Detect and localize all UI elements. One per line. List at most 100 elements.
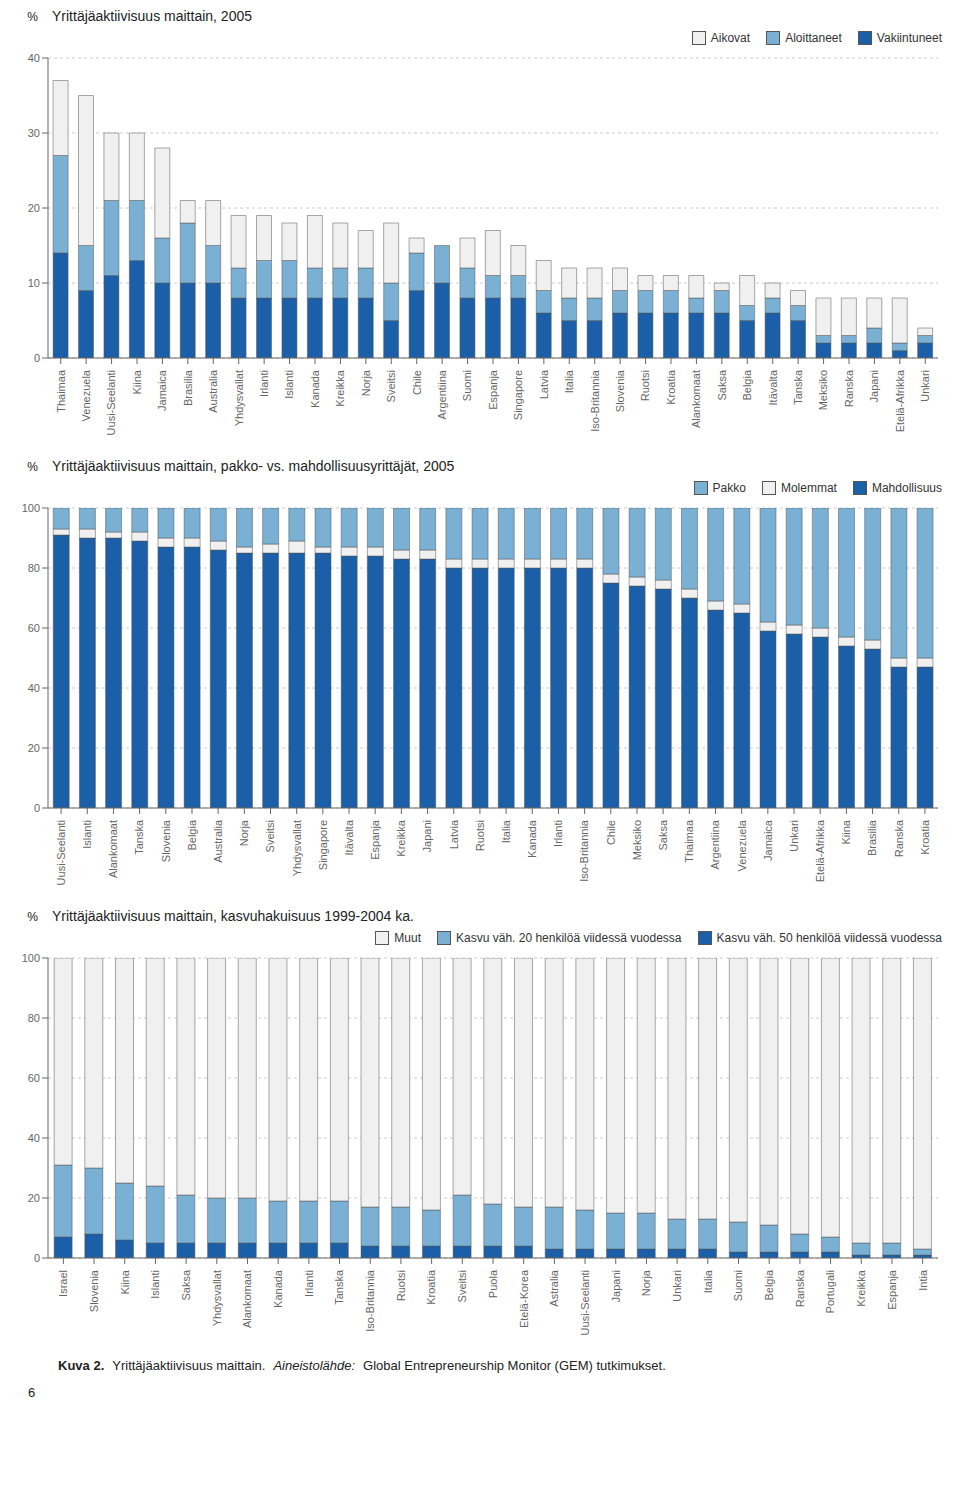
- svg-text:Argentiina: Argentiina: [709, 819, 721, 869]
- svg-text:Venezuela: Venezuela: [80, 369, 92, 421]
- svg-text:Yhdysvallat: Yhdysvallat: [233, 370, 245, 426]
- svg-text:0: 0: [34, 802, 40, 814]
- svg-text:Unkari: Unkari: [788, 820, 800, 852]
- svg-text:Thaimaa: Thaimaa: [683, 819, 695, 863]
- svg-text:Slovenia: Slovenia: [160, 819, 172, 862]
- svg-text:Espanja: Espanja: [487, 369, 499, 410]
- svg-text:Italia: Italia: [702, 1269, 714, 1293]
- svg-text:Kreikka: Kreikka: [855, 1269, 867, 1307]
- svg-text:Irlanti: Irlanti: [303, 1270, 315, 1297]
- svg-text:Tanska: Tanska: [133, 819, 145, 855]
- svg-text:Iso-Britannia: Iso-Britannia: [364, 1269, 376, 1332]
- svg-text:30: 30: [28, 127, 40, 139]
- svg-text:Islanti: Islanti: [149, 1270, 161, 1299]
- svg-text:Saksa: Saksa: [657, 819, 669, 850]
- svg-text:Slovenia: Slovenia: [88, 1269, 100, 1312]
- svg-text:Iso-Britannia: Iso-Britannia: [589, 369, 601, 432]
- svg-text:Norja: Norja: [238, 819, 250, 846]
- svg-text:Ranska: Ranska: [843, 369, 855, 407]
- svg-text:Uusi-Seelanti: Uusi-Seelanti: [579, 1270, 591, 1335]
- svg-text:Sveitsi: Sveitsi: [456, 1270, 468, 1302]
- svg-text:Israel: Israel: [57, 1270, 69, 1297]
- svg-text:Yhdysvallat: Yhdysvallat: [291, 820, 303, 876]
- svg-text:Norja: Norja: [360, 369, 372, 396]
- svg-text:Kroatia: Kroatia: [425, 1269, 437, 1305]
- svg-text:Saksa: Saksa: [180, 1269, 192, 1300]
- svg-text:Ranska: Ranska: [893, 819, 905, 857]
- svg-text:Kroatia: Kroatia: [665, 369, 677, 405]
- svg-text:Espanja: Espanja: [369, 819, 381, 860]
- svg-text:Uusi-Seelanti: Uusi-Seelanti: [105, 370, 117, 435]
- svg-text:10: 10: [28, 277, 40, 289]
- svg-text:20: 20: [28, 742, 40, 754]
- svg-text:Saksa: Saksa: [716, 369, 728, 400]
- svg-text:Alankomaat: Alankomaat: [241, 1270, 253, 1328]
- svg-text:Singapore: Singapore: [317, 820, 329, 870]
- svg-text:Itävalta: Itävalta: [767, 369, 779, 405]
- svg-text:Espanja: Espanja: [886, 1269, 898, 1310]
- svg-text:Ruotsi: Ruotsi: [395, 1270, 407, 1301]
- svg-text:0: 0: [34, 1252, 40, 1264]
- svg-text:Unkari: Unkari: [919, 370, 931, 402]
- svg-text:20: 20: [28, 1192, 40, 1204]
- svg-text:80: 80: [28, 562, 40, 574]
- svg-text:100: 100: [22, 952, 40, 964]
- svg-text:Islanti: Islanti: [283, 370, 295, 399]
- svg-text:40: 40: [28, 52, 40, 64]
- svg-text:Japani: Japani: [421, 820, 433, 852]
- svg-text:Singapore: Singapore: [512, 370, 524, 420]
- svg-text:Portugali: Portugali: [824, 1270, 836, 1313]
- svg-text:Kroatia: Kroatia: [919, 819, 931, 855]
- svg-text:Alankomaat: Alankomaat: [690, 370, 702, 428]
- svg-text:Venezuela: Venezuela: [736, 819, 748, 871]
- svg-text:Belgia: Belgia: [186, 819, 198, 850]
- svg-text:60: 60: [28, 622, 40, 634]
- svg-text:Itävalta: Itävalta: [343, 819, 355, 855]
- svg-text:Yhdysvallat: Yhdysvallat: [211, 1270, 223, 1326]
- svg-text:Kiina: Kiina: [840, 819, 852, 844]
- svg-text:Etelä-Afrikka: Etelä-Afrikka: [894, 369, 906, 432]
- svg-text:Thaimaa: Thaimaa: [55, 369, 67, 413]
- svg-text:Chile: Chile: [411, 370, 423, 395]
- svg-text:Tanska: Tanska: [792, 369, 804, 405]
- svg-text:0: 0: [34, 352, 40, 364]
- svg-text:Italia: Italia: [500, 819, 512, 843]
- svg-text:Australia: Australia: [212, 819, 224, 863]
- svg-text:Brasilia: Brasilia: [182, 369, 194, 406]
- svg-text:Sveitsi: Sveitsi: [385, 370, 397, 402]
- svg-text:20: 20: [28, 202, 40, 214]
- svg-text:Jamaica: Jamaica: [762, 819, 774, 861]
- svg-text:Uusi-Seelanti: Uusi-Seelanti: [55, 820, 67, 885]
- svg-text:Latvia: Latvia: [448, 819, 460, 849]
- svg-text:Belgia: Belgia: [763, 1269, 775, 1300]
- svg-text:Iso-Britannia: Iso-Britannia: [578, 819, 590, 882]
- svg-text:Alankomaat: Alankomaat: [107, 820, 119, 878]
- svg-text:Kanada: Kanada: [526, 819, 538, 858]
- svg-text:Etelä-Afrikka: Etelä-Afrikka: [814, 819, 826, 882]
- svg-text:Ruotsi: Ruotsi: [474, 820, 486, 851]
- svg-text:Ruotsi: Ruotsi: [639, 370, 651, 401]
- svg-text:Jamaica: Jamaica: [156, 369, 168, 411]
- svg-text:Kanada: Kanada: [309, 369, 321, 408]
- svg-text:Chile: Chile: [605, 820, 617, 845]
- svg-text:Kanada: Kanada: [272, 1269, 284, 1308]
- svg-text:Kreikka: Kreikka: [395, 819, 407, 857]
- svg-text:Etelä-Korea: Etelä-Korea: [518, 1269, 530, 1328]
- svg-text:Suomi: Suomi: [461, 370, 473, 401]
- svg-text:60: 60: [28, 1072, 40, 1084]
- svg-text:Norja: Norja: [640, 1269, 652, 1296]
- svg-text:Suomi: Suomi: [732, 1270, 744, 1301]
- svg-text:Kreikka: Kreikka: [334, 369, 346, 407]
- svg-text:Italia: Italia: [563, 369, 575, 393]
- svg-text:Kiina: Kiina: [131, 369, 143, 394]
- svg-text:Argentiina: Argentiina: [436, 369, 448, 419]
- svg-text:Unkari: Unkari: [671, 1270, 683, 1302]
- svg-text:Belgia: Belgia: [741, 369, 753, 400]
- svg-text:Kiina: Kiina: [119, 1269, 131, 1294]
- svg-text:Irlanti: Irlanti: [258, 370, 270, 397]
- svg-text:Irlanti: Irlanti: [552, 820, 564, 847]
- svg-text:Ranska: Ranska: [794, 1269, 806, 1307]
- svg-text:40: 40: [28, 1132, 40, 1144]
- svg-text:Islanti: Islanti: [81, 820, 93, 849]
- svg-text:Japani: Japani: [868, 370, 880, 402]
